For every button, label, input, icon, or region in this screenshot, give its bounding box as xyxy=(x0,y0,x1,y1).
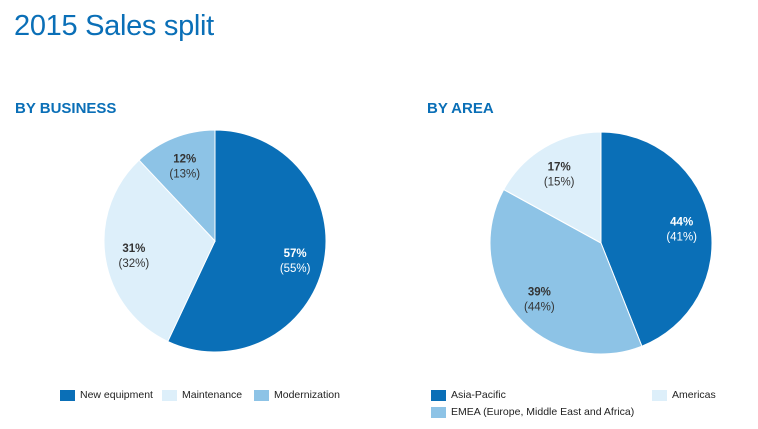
business-pie-chart: 57% (55%) 31% (32%) 12% (13%) xyxy=(103,129,327,353)
pie-slice-maintenance xyxy=(103,159,216,343)
pie-slice-new-equipment xyxy=(167,129,327,353)
slice-value-label: 31% xyxy=(122,243,145,255)
pie-slice-emea-europe-middle-east-and-africa xyxy=(489,188,643,355)
legend-item-new-equipment: New equipment xyxy=(60,389,153,401)
legend-swatch xyxy=(162,389,177,401)
legend-item-asia-pacific: Asia-Pacific xyxy=(431,389,506,401)
slice-previous-label: (41%) xyxy=(666,232,697,244)
pie-slice-americas xyxy=(503,131,602,244)
legend-item-modernization: Modernization xyxy=(254,389,340,401)
page-title: 2015 Sales split xyxy=(14,10,214,42)
legend-label: Americas xyxy=(672,389,716,401)
legend-item-americas: Americas xyxy=(652,389,716,401)
legend-swatch xyxy=(652,389,667,401)
slice-value-label: 12% xyxy=(173,154,196,166)
pie-slice-asia-pacific xyxy=(600,131,713,347)
slice-value-label: 44% xyxy=(670,217,693,229)
legend-item-maintenance: Maintenance xyxy=(162,389,242,401)
pie-slice-modernization xyxy=(138,129,216,243)
legend-swatch xyxy=(60,389,75,401)
slice-previous-label: (55%) xyxy=(280,263,311,275)
slice-previous-label: (15%) xyxy=(544,176,575,188)
business-chart-title: BY BUSINESS xyxy=(15,100,117,117)
legend-item-emea: EMEA (Europe, Middle East and Africa) xyxy=(431,406,634,418)
legend-swatch xyxy=(431,406,446,418)
slice-value-label: 17% xyxy=(548,161,571,173)
slice-previous-label: (32%) xyxy=(119,258,150,270)
legend-label: New equipment xyxy=(80,389,153,401)
legend-label: Maintenance xyxy=(182,389,243,401)
legend-label: EMEA (Europe, Middle East and Africa) xyxy=(451,406,635,418)
legend-label: Modernization xyxy=(274,389,340,401)
slice-previous-label: (13%) xyxy=(169,169,200,181)
legend-swatch xyxy=(431,389,446,401)
legend-label: Asia-Pacific xyxy=(451,389,506,401)
area-chart-title: BY AREA xyxy=(427,100,494,117)
slice-previous-label: (44%) xyxy=(524,301,555,313)
area-pie-chart: 44% (41%) 39% (44%) 17% (15%) xyxy=(489,131,713,355)
legend-swatch xyxy=(254,389,269,401)
slice-value-label: 57% xyxy=(284,248,307,260)
slice-value-label: 39% xyxy=(528,286,551,298)
